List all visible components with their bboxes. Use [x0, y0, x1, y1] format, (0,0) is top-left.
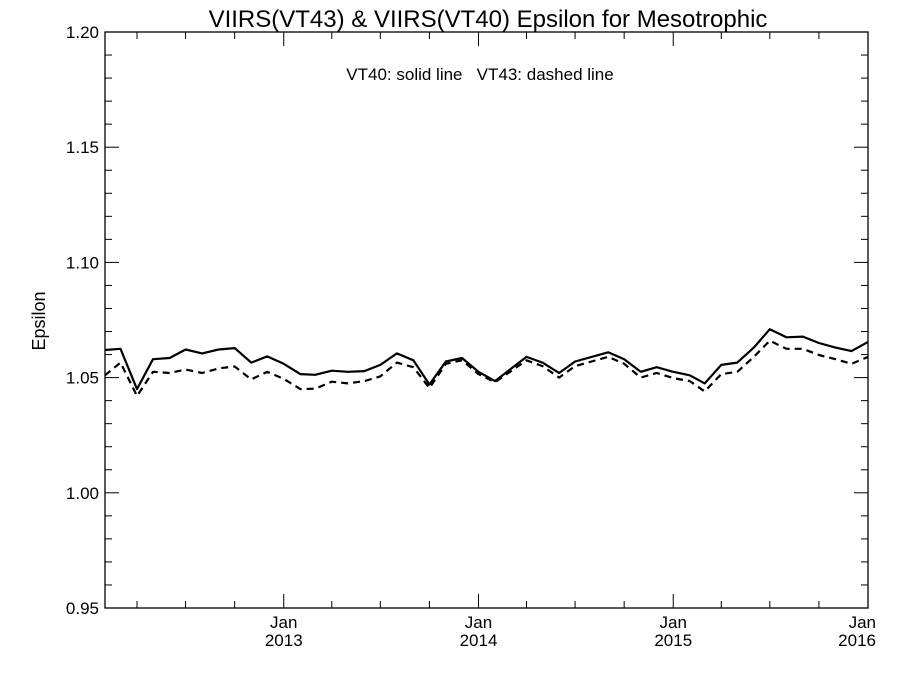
chart-title: VIIRS(VT43) & VIIRS(VT40) Epsilon for Me…: [209, 6, 768, 33]
x-tick-month-label: Jan: [660, 613, 687, 632]
x-tick-year-label: 2016: [838, 631, 876, 650]
series-line-vt43: [104, 339, 869, 398]
plot-frame: [104, 31, 869, 609]
series-line-vt40: [104, 328, 869, 391]
y-tick-label: 1.05: [66, 369, 99, 388]
x-tick-month-label: Jan: [465, 613, 492, 632]
x-tick-month-label: Jan: [270, 613, 297, 632]
series-layer: [104, 328, 869, 398]
y-tick-label: 1.15: [66, 138, 99, 157]
x-tick-month-label: Jan: [849, 613, 876, 632]
y-tick-label: 1.00: [66, 484, 99, 503]
y-tick-label: 1.10: [66, 253, 99, 272]
y-axis-label: Epsilon: [29, 291, 49, 350]
x-tick-year-label: 2014: [460, 631, 498, 650]
chart-annotation: VT40: solid line VT43: dashed line: [346, 65, 613, 84]
axis-ticks: 0.951.001.051.101.151.20Jan2013Jan2014Ja…: [66, 23, 876, 650]
y-tick-label: 1.20: [66, 23, 99, 42]
y-tick-label: 0.95: [66, 599, 99, 618]
x-tick-year-label: 2015: [654, 631, 692, 650]
x-tick-year-label: 2013: [265, 631, 303, 650]
